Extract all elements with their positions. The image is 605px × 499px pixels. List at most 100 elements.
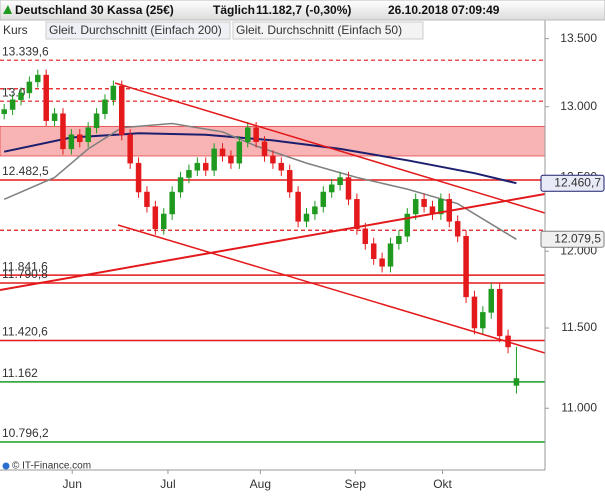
candle-body — [85, 127, 91, 143]
candle-body — [463, 235, 469, 298]
candle-body — [328, 184, 335, 193]
trend-line — [0, 193, 545, 291]
value-label: 12.460,7 — [554, 175, 601, 189]
candle-body — [396, 235, 402, 244]
candle-body — [312, 206, 318, 215]
candle-body — [177, 177, 184, 193]
candle-body — [26, 81, 33, 94]
candle-body — [60, 113, 66, 150]
candle-body — [412, 199, 419, 215]
candle-body — [303, 213, 310, 222]
candle-body — [295, 191, 301, 222]
candle-body — [77, 134, 83, 143]
level-label: 12.482,5 — [2, 164, 49, 178]
x-tick-label: Aug — [250, 477, 271, 491]
candle-body — [202, 162, 209, 171]
candle-body — [194, 162, 201, 171]
candle-body — [144, 191, 150, 207]
candle-body — [480, 312, 486, 329]
candle-body — [421, 199, 427, 207]
candle-body — [345, 177, 352, 200]
candle-body — [219, 148, 226, 157]
value-badge — [540, 230, 605, 248]
level-label: 11.420,6 — [2, 325, 48, 339]
candle-body — [161, 213, 167, 230]
legend-box — [45, 21, 231, 40]
candle-body — [362, 228, 369, 244]
candle-body — [1, 109, 7, 114]
candle-body — [438, 199, 444, 215]
candle-body — [278, 162, 285, 171]
candle-body — [404, 213, 411, 237]
candle-body — [152, 206, 159, 230]
level-label: 11.162 — [2, 366, 38, 380]
candle-body — [354, 199, 360, 230]
interval: Täglich — [213, 3, 255, 17]
y-tick-label: 11.000 — [561, 400, 597, 414]
x-tick-label: Sep — [345, 477, 367, 491]
header-bar — [0, 0, 605, 21]
level-label: 13.339,6 — [2, 44, 49, 58]
source-icon — [2, 462, 10, 470]
legend-entry: Gleit. Durchschnitt (Einfach 50) — [236, 23, 402, 37]
candle-body — [337, 177, 343, 186]
last-quote: 11.182,7 (-0,30%) — [256, 3, 351, 17]
candle-body — [211, 148, 217, 171]
trend-line — [117, 224, 545, 354]
candle-body — [102, 99, 108, 114]
legend-entry: Kurs — [3, 23, 28, 37]
candle-body — [370, 243, 377, 259]
header-icon — [3, 5, 12, 14]
value-badge — [540, 174, 605, 192]
trend-lines — [0, 82, 545, 354]
candle-body — [387, 243, 394, 267]
y-tick-label: 13.500 — [560, 31, 597, 45]
candle-body — [261, 141, 268, 157]
candle-body — [68, 134, 75, 150]
candle-body — [9, 99, 16, 110]
candle-body — [18, 92, 24, 101]
candle-body — [488, 288, 495, 313]
candle-body — [286, 170, 293, 193]
value-label: 12.079,5 — [554, 231, 601, 245]
level-label: 10.796,2 — [2, 426, 49, 440]
x-tick-label: Jun — [63, 477, 82, 491]
y-tick-label: 11.500 — [561, 320, 597, 334]
level-label: 11.841,6 — [2, 259, 48, 273]
candle-body — [253, 127, 259, 143]
candle-body — [127, 134, 133, 164]
candle-body — [454, 221, 461, 237]
candle-body — [471, 296, 478, 329]
x-tick-label: Jul — [160, 477, 175, 491]
candle-body — [186, 170, 192, 178]
level-label: 11.790,8 — [2, 267, 48, 281]
candle-body — [513, 378, 520, 386]
candle-body — [93, 113, 100, 128]
candle-body — [379, 258, 385, 267]
trend-line — [114, 82, 545, 214]
candle-body — [496, 288, 503, 337]
candle-body — [228, 155, 234, 164]
candle-body — [43, 74, 49, 121]
candle-body — [35, 74, 41, 83]
candle-body — [110, 85, 117, 101]
y-tick-label: 13.000 — [560, 99, 597, 113]
source: © IT-Finance.com — [12, 461, 91, 472]
legend-bg — [0, 21, 44, 39]
moving-average — [3, 132, 517, 185]
candle-body — [244, 127, 251, 143]
chart-title: Deutschland 30 Kassa (25€) — [15, 3, 174, 17]
candle-body — [270, 155, 276, 164]
legend-entry: Gleit. Durchschnitt (Einfach 200) — [49, 23, 222, 37]
candle-body — [236, 141, 243, 164]
candle-body — [169, 191, 175, 215]
candle-body — [119, 85, 125, 135]
legend-box — [232, 21, 424, 40]
candle-body — [320, 191, 327, 207]
x-tick-label: Okt — [433, 477, 452, 491]
candle-body — [135, 162, 142, 193]
candle-body — [51, 113, 58, 121]
